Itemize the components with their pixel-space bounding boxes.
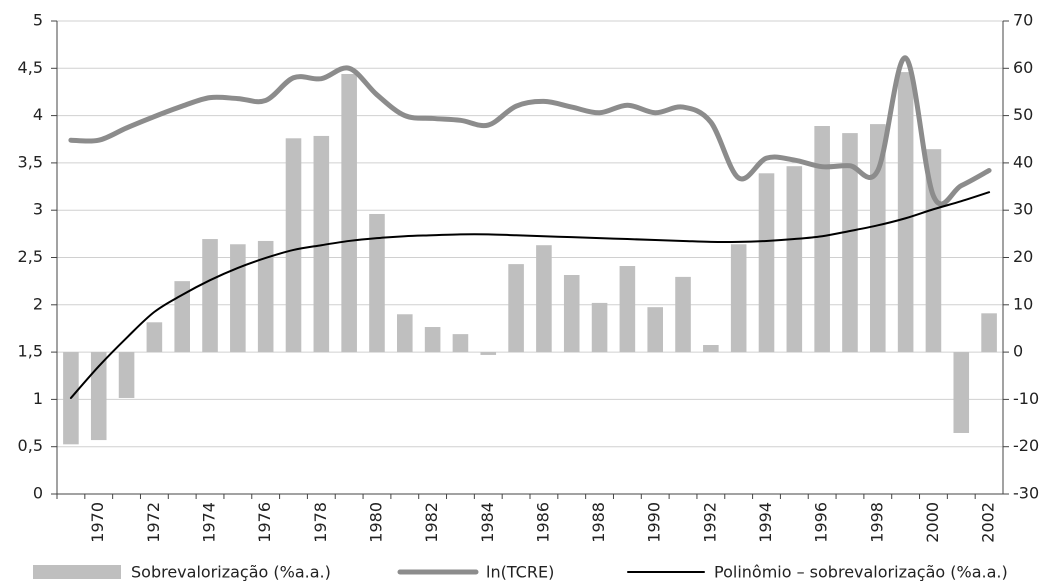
x-tick-label: 2002 [979,502,998,543]
bar [536,245,552,353]
bar [647,307,663,353]
x-tick-label: 1990 [645,502,664,543]
line [69,191,991,399]
x-tick-label: 2000 [923,502,942,543]
bar [118,352,135,398]
legend-swatch [33,565,121,579]
bar [508,264,524,353]
x-tick-label: 1982 [422,502,441,543]
bar [730,244,747,353]
x-tick-label: 1980 [366,502,385,543]
bar [953,352,970,433]
x-tick-label: 1972 [144,502,163,543]
y2-tick-label: -20 [1013,436,1039,455]
bar [313,135,330,353]
y2-tick-label: 20 [1013,247,1033,266]
line [68,55,992,207]
bar [424,327,441,353]
y-tick-label: 0 [33,484,43,503]
bar [369,213,385,353]
x-tick-label: 1984 [478,502,497,543]
x-tick-label: 1976 [255,502,274,543]
x-tick-label: 1998 [867,502,886,543]
bar [285,138,302,353]
bar [257,240,274,353]
bar [703,345,719,353]
bar [230,244,246,353]
bar [981,313,997,353]
y2-tick-label: 60 [1013,58,1033,77]
x-tick-label: 1974 [200,502,219,543]
y2-tick-label: 40 [1013,152,1033,171]
bar [591,302,608,353]
x-tick-label: 1970 [88,502,107,543]
legend-label: ln(TCRE) [486,563,554,582]
y-tick-label: 3 [33,200,43,219]
y-tick-label: 2 [33,294,43,313]
y-tick-label: 4 [33,105,43,124]
bar [480,352,497,355]
x-tick-label: 1978 [311,502,330,543]
bar [202,239,218,353]
y2-tick-label: 30 [1013,200,1033,219]
bar [90,352,107,441]
y2-tick-label: 0 [1013,342,1023,361]
bar [814,126,830,353]
y2-tick-label: 70 [1013,11,1033,30]
bar [341,73,357,353]
bar [619,266,636,353]
y-tick-label: 5 [33,11,43,30]
y2-tick-label: 10 [1013,294,1033,313]
x-tick-label: 1986 [533,502,552,543]
bar [786,166,803,353]
bar [897,72,914,353]
y-tick-label: 3,5 [18,152,43,171]
bar [397,314,413,353]
x-tick-label: 1992 [700,502,719,543]
bar [174,281,190,353]
bar [146,322,163,353]
legend-label: Polinômio – sobrevalorização (%a.a.) [714,563,1008,582]
y-tick-label: 0,5 [18,436,43,455]
legend-label: Sobrevalorização (%a.a.) [131,563,331,582]
y-tick-label: 1 [33,389,43,408]
y2-tick-label: 50 [1013,105,1033,124]
bar [870,124,886,353]
bar [842,133,858,353]
bar [452,334,469,353]
y2-tick-label: -30 [1013,484,1039,503]
bar [675,276,691,353]
bar [758,173,775,353]
x-tick-label: 1996 [812,502,831,543]
x-tick-label: 1988 [589,502,608,543]
y-tick-label: 2,5 [18,247,43,266]
y-tick-label: 1,5 [18,342,43,361]
y-tick-label: 4,5 [18,58,43,77]
x-tick-label: 1994 [756,502,775,543]
y2-tick-label: -10 [1013,389,1039,408]
bar [563,275,580,353]
